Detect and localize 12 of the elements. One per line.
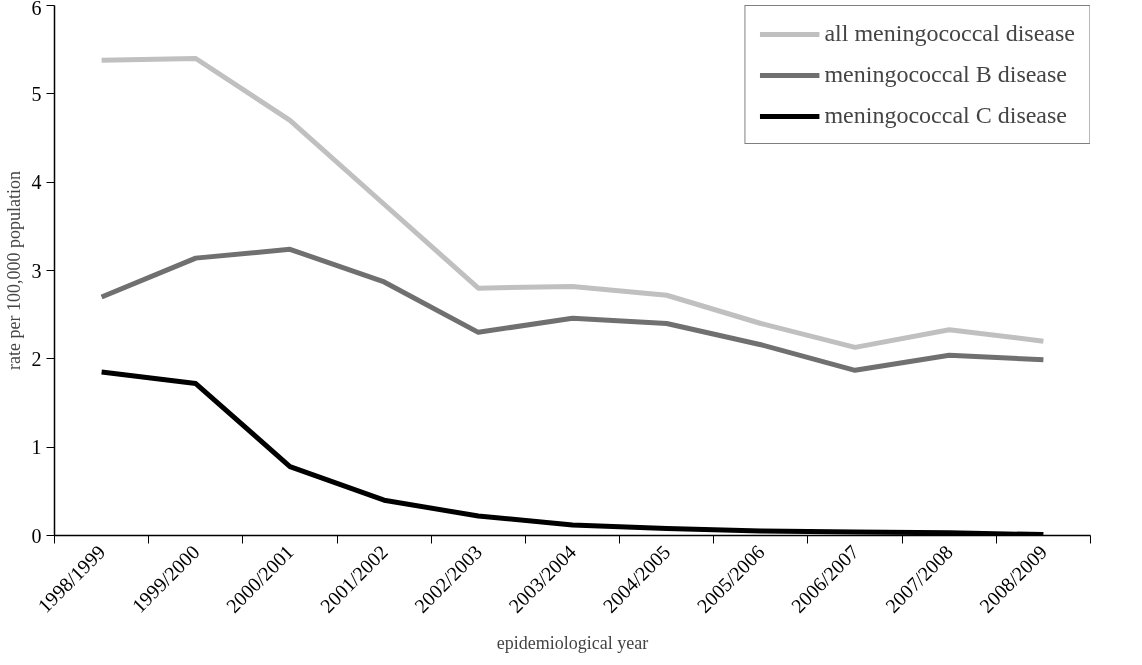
y-tick-label: 1 [31,436,42,459]
y-axis-title: rate per 100,000 population [3,171,24,370]
y-tick-label: 4 [31,171,42,194]
x-axis-title: epidemiological year [496,632,649,653]
legend-label: meningococcal B disease [824,61,1068,88]
y-tick-label: 5 [31,82,42,105]
y-tick-label: 2 [31,347,42,370]
legend-label: meningococcal C disease [824,102,1068,129]
y-tick-label: 0 [31,524,42,547]
legend-label: all meningococcal disease [824,20,1075,47]
y-tick-label: 3 [31,259,42,282]
y-tick-label: 6 [31,0,42,19]
